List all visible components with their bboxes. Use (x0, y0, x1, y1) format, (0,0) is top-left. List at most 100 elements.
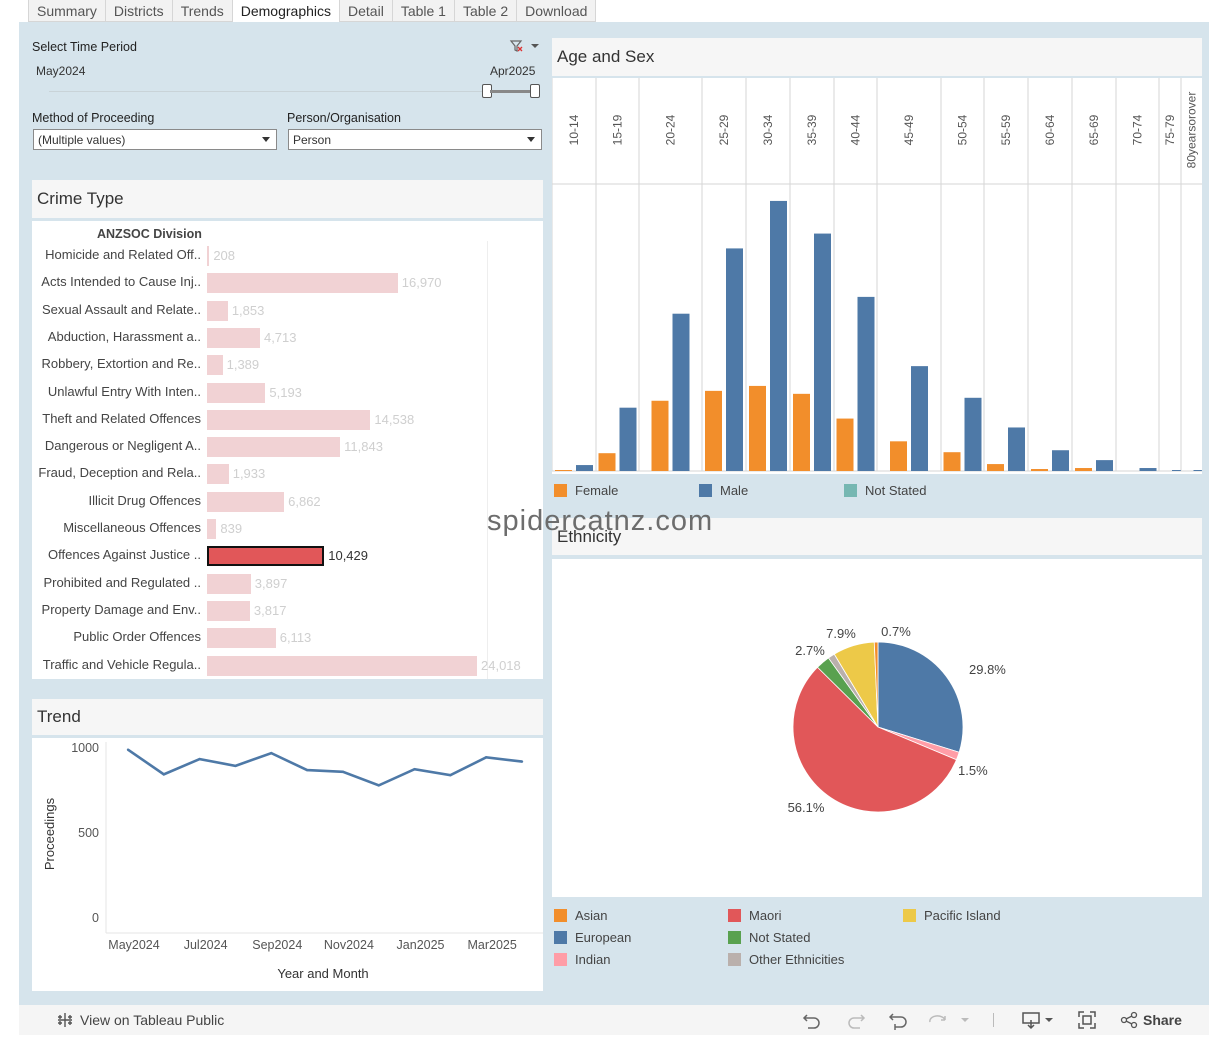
legend-item[interactable]: Not Stated (728, 930, 810, 945)
pie-slice-maori[interactable] (792, 666, 957, 813)
legend-item[interactable]: Female (554, 483, 618, 498)
crime-type-bar[interactable] (207, 628, 276, 649)
age-bar-male[interactable] (814, 233, 831, 471)
age-bar-female[interactable] (987, 464, 1004, 471)
tab-download[interactable]: Download (516, 0, 597, 22)
trend-point[interactable] (270, 751, 273, 755)
tab-table-2[interactable]: Table 2 (453, 0, 517, 22)
crime-type-row[interactable]: Robbery, Extortion and Re.. 1,389 (32, 352, 543, 379)
age-bar-male[interactable] (672, 313, 690, 471)
trend-point[interactable] (484, 756, 488, 759)
crime-type-bar[interactable] (207, 382, 266, 403)
legend-item[interactable]: Pacific Island (903, 908, 1001, 923)
crime-type-row[interactable]: Property Damage and Env.. 3,817 (32, 598, 543, 625)
age-bar-male[interactable] (964, 397, 982, 471)
crime-type-bar[interactable] (207, 519, 217, 539)
age-bar-male[interactable] (1008, 427, 1025, 471)
age-bar-male[interactable] (857, 296, 875, 471)
age-bar-female[interactable] (598, 453, 616, 471)
crime-type-row[interactable]: Traffic and Vehicle Regula.. 24,018 (32, 653, 543, 680)
age-bar-male[interactable] (726, 248, 743, 471)
undo-icon[interactable] (801, 1010, 823, 1030)
age-bar-female[interactable] (749, 385, 766, 471)
time-slider-range[interactable] (482, 84, 542, 98)
trend-point[interactable] (126, 748, 130, 751)
trend-point[interactable] (377, 784, 380, 787)
crime-type-bar[interactable] (207, 300, 228, 321)
age-bar-male[interactable] (619, 407, 637, 471)
share-button[interactable]: Share (1119, 1011, 1182, 1029)
crime-type-bar[interactable] (207, 573, 251, 594)
crime-type-row[interactable]: Public Order Offences 6,113 (32, 625, 543, 652)
crime-type-bar[interactable] (207, 355, 223, 376)
trend-point[interactable] (162, 773, 166, 776)
trend-point[interactable] (198, 757, 201, 761)
age-bar-female[interactable] (651, 400, 669, 471)
trend-point[interactable] (520, 760, 524, 763)
revert-icon[interactable] (887, 1010, 911, 1030)
age-bar-male[interactable] (1172, 470, 1181, 471)
method-dropdown[interactable]: (Multiple values) (33, 129, 277, 150)
trend-point[interactable] (305, 768, 309, 772)
crime-type-bar[interactable] (207, 327, 260, 348)
crime-type-bar[interactable] (207, 546, 325, 567)
crime-type-bar[interactable] (207, 273, 398, 294)
age-bar-male[interactable] (770, 200, 787, 472)
pie-slice-european[interactable] (877, 641, 964, 753)
crime-type-row[interactable]: Prohibited and Regulated .. 3,897 (32, 571, 543, 598)
trend-series-line[interactable] (127, 748, 523, 787)
fullscreen-icon[interactable] (1077, 1010, 1097, 1030)
tab-demographics[interactable]: Demographics (231, 0, 340, 22)
crime-type-row[interactable]: Miscellaneous Offences 839 (32, 516, 543, 543)
age-bar-male[interactable] (1193, 470, 1202, 471)
legend-item[interactable]: European (554, 930, 631, 945)
legend-item[interactable]: Male (699, 483, 748, 498)
crime-type-row[interactable]: Homicide and Related Off.. 208 (32, 243, 543, 270)
view-on-tableau-link[interactable]: View on Tableau Public (55, 1011, 224, 1029)
redo-icon[interactable] (845, 1010, 867, 1030)
crime-type-bar[interactable] (207, 464, 229, 485)
slider-handle-end[interactable] (530, 84, 540, 98)
age-bar-female[interactable] (1075, 468, 1092, 471)
crime-type-row[interactable]: Dangerous or Negligent A.. 11,843 (32, 434, 543, 461)
crime-type-row[interactable]: Illicit Drug Offences 6,862 (32, 489, 543, 516)
clear-filter-icon[interactable] (509, 39, 541, 53)
crime-type-row[interactable]: Fraud, Deception and Rela.. 1,933 (32, 461, 543, 488)
crime-type-row[interactable]: Sexual Assault and Relate.. 1,853 (32, 298, 543, 325)
crime-type-row[interactable]: Acts Intended to Cause Inj.. 16,970 (32, 270, 543, 297)
person-dropdown[interactable]: Person (288, 129, 542, 150)
legend-item[interactable]: Indian (554, 952, 610, 967)
age-bar-female[interactable] (705, 390, 722, 471)
trend-point[interactable] (341, 770, 345, 773)
age-bar-female[interactable] (890, 441, 907, 471)
age-bar-female[interactable] (555, 470, 572, 471)
refresh-icon[interactable] (927, 1012, 969, 1028)
tab-detail[interactable]: Detail (339, 0, 392, 22)
crime-type-row[interactable]: Offences Against Justice .. 10,429 (32, 543, 543, 570)
crime-type-row[interactable]: Unlawful Entry With Inten.. 5,193 (32, 380, 543, 407)
tab-trends[interactable]: Trends (171, 0, 232, 22)
trend-point[interactable] (413, 768, 416, 771)
tab-table-1[interactable]: Table 1 (391, 0, 454, 22)
time-slider-track[interactable] (49, 91, 539, 92)
crime-type-bar[interactable] (207, 246, 210, 266)
crime-type-bar[interactable] (207, 655, 477, 676)
age-bar-female[interactable] (1031, 469, 1048, 471)
legend-item[interactable]: Asian (554, 908, 608, 923)
crime-type-bar[interactable] (207, 409, 371, 430)
crime-type-bar[interactable] (207, 437, 341, 458)
age-bar-male[interactable] (576, 465, 593, 471)
tab-districts[interactable]: Districts (104, 0, 172, 22)
age-bar-male[interactable] (1052, 450, 1069, 471)
trend-point[interactable] (449, 774, 452, 777)
age-bar-male[interactable] (1139, 468, 1157, 471)
crime-type-row[interactable]: Theft and Related Offences 14,538 (32, 407, 543, 434)
trend-point[interactable] (234, 764, 237, 768)
age-bar-female[interactable] (943, 452, 961, 471)
crime-type-bar[interactable] (207, 600, 250, 621)
age-bar-male[interactable] (1096, 460, 1113, 471)
download-icon[interactable] (1021, 1010, 1057, 1030)
age-bar-male[interactable] (911, 366, 928, 471)
age-bar-female[interactable] (836, 418, 854, 471)
tab-summary[interactable]: Summary (28, 0, 105, 22)
